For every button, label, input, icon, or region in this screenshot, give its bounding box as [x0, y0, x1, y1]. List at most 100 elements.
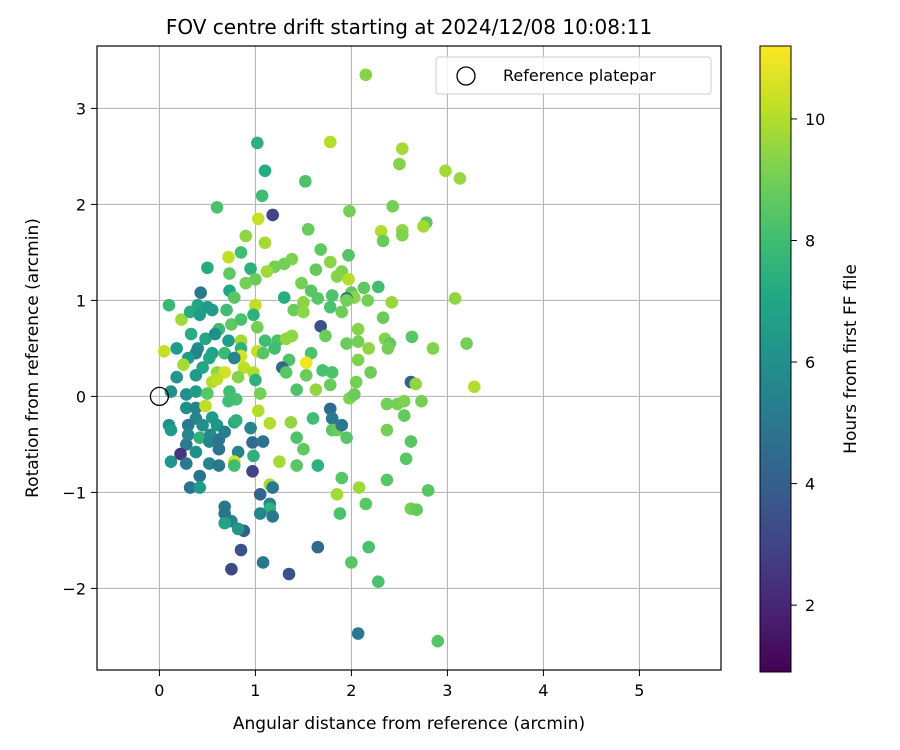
scatter-point: [210, 372, 224, 386]
scatter-point: [227, 459, 241, 472]
scatter-point: [268, 342, 281, 355]
legend-box: [435, 56, 712, 95]
scatter-point: [231, 370, 245, 384]
reference-marker: [149, 386, 170, 407]
y-tick-label: 0: [76, 387, 86, 406]
scatter-point: [177, 358, 190, 372]
scatter-point: [193, 481, 207, 494]
scatter-point: [164, 423, 178, 437]
scatter-point: [239, 276, 253, 290]
colorbar-gradient: [759, 45, 792, 673]
scatter-point: [395, 228, 409, 242]
scatter-point: [193, 431, 207, 444]
scatter-point: [251, 136, 264, 150]
scatter-point: [203, 351, 216, 365]
scatter-point: [323, 255, 337, 269]
scatter-point: [212, 442, 226, 456]
x-tick-label: 0: [154, 681, 164, 700]
scatter-point: [351, 322, 365, 336]
scatter-point: [239, 229, 253, 243]
scatter-point: [295, 276, 308, 290]
x-axis-ticks: 0 1 2 3 4 5: [154, 670, 644, 700]
scatter-point: [309, 263, 323, 276]
scatter-point: [380, 473, 394, 487]
scatter-point: [284, 416, 298, 429]
scatter-point: [376, 311, 390, 324]
scatter-point: [299, 368, 313, 382]
scatter-point: [225, 318, 238, 331]
scatter-point: [439, 164, 452, 178]
scatter-point: [189, 401, 203, 415]
scatter-point: [361, 294, 375, 307]
scatter-point: [381, 342, 395, 355]
scatter-point: [319, 329, 332, 343]
scatter-point: [340, 294, 353, 307]
scatter-point: [199, 399, 212, 413]
colorbar-label: Hours from first FF file: [841, 264, 861, 454]
scatter-point: [234, 313, 248, 326]
scatter-point: [244, 421, 257, 435]
scatter-point: [231, 445, 245, 459]
scatter-point: [404, 435, 418, 448]
legend: Reference platepar: [435, 56, 712, 95]
y-axis-label: Rotation from reference (arcmin): [23, 218, 43, 498]
scatter-point: [351, 353, 365, 367]
scatter-point: [181, 418, 195, 432]
scatter-point: [181, 428, 195, 442]
scatter-point: [227, 291, 241, 304]
scatter-point: [277, 291, 291, 304]
scatter-point: [311, 540, 325, 554]
scatter-point: [335, 418, 349, 432]
scatter-point: [343, 204, 356, 218]
scatter-point: [362, 540, 375, 554]
scatter-point: [364, 366, 377, 379]
scatter-point: [453, 172, 467, 185]
scatter-point: [210, 200, 224, 214]
scatter-point: [349, 375, 363, 389]
scatter-point: [311, 292, 325, 305]
scatter-point: [253, 507, 267, 520]
scatter-point: [325, 289, 339, 302]
y-tick-label: 2: [76, 195, 86, 214]
scatter-point: [246, 464, 259, 478]
scatter-point: [162, 298, 176, 312]
scatter-point: [380, 397, 394, 411]
scatter-point: [203, 457, 216, 470]
scatter-point: [212, 433, 226, 446]
scatter-point: [164, 455, 178, 468]
scatter-point: [325, 366, 339, 379]
scatter-point: [335, 471, 349, 485]
scatter-point: [385, 296, 399, 309]
scatter-point: [279, 366, 293, 379]
scatter-point: [399, 452, 413, 466]
scatter-point: [352, 481, 366, 494]
scatter-point: [189, 385, 203, 398]
scatter-point: [316, 364, 329, 377]
colorbar-tick-label: 4: [805, 475, 815, 494]
scatter-point: [297, 305, 310, 319]
scatter-point: [179, 388, 193, 401]
scatter-point: [395, 142, 409, 156]
scatter-point: [323, 135, 337, 149]
scatter-point: [282, 567, 296, 581]
scatter-point: [279, 332, 293, 346]
scatter-point: [460, 337, 473, 350]
scatter-point: [174, 447, 187, 461]
scatter-point: [184, 327, 198, 341]
colorbar: 2 4 6 8 10 Hours from first FF file: [759, 45, 861, 673]
scatter-point: [183, 481, 197, 494]
scatter-point: [251, 320, 264, 334]
scatter-point: [345, 556, 358, 569]
x-axis-label: Angular distance from reference (arcmin): [233, 714, 585, 734]
scatter-point: [258, 236, 272, 250]
scatter-point: [231, 522, 245, 536]
scatter-point: [301, 223, 315, 236]
scatter-point: [277, 257, 291, 271]
scatter-point: [330, 270, 344, 283]
scatter-point: [199, 332, 212, 346]
scatter-point: [297, 296, 310, 309]
colorbar-tick-label: 2: [805, 596, 815, 615]
scatter-point: [253, 488, 267, 501]
scatter-point: [347, 388, 361, 401]
scatter-point: [175, 313, 188, 326]
